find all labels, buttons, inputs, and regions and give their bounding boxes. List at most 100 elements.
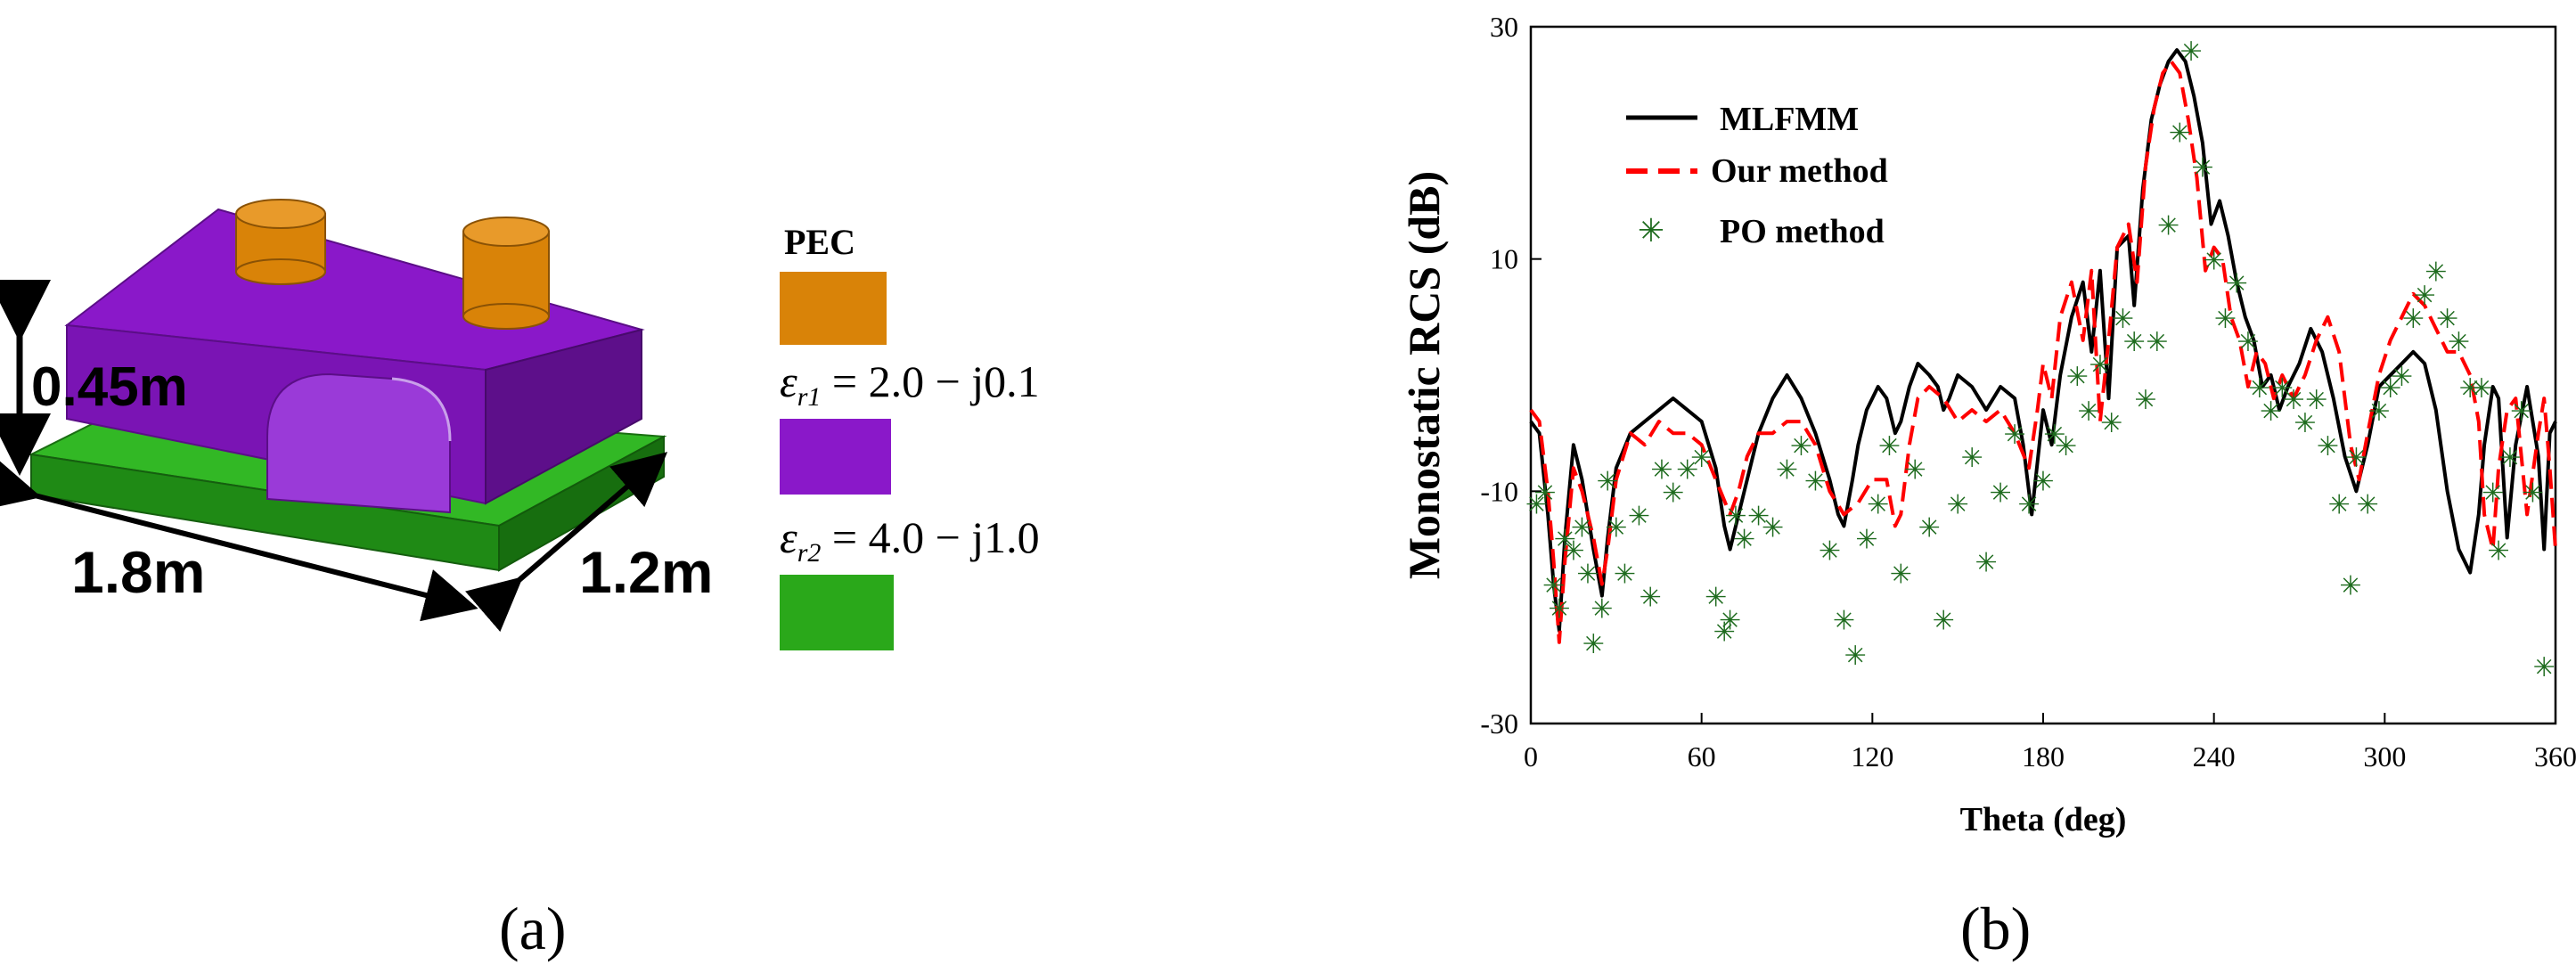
po-marker: ✳	[2294, 409, 2316, 438]
caption-b: (b)	[1960, 895, 2031, 962]
po-marker: ✳	[2112, 305, 2134, 334]
po-marker: ✳	[2055, 432, 2077, 462]
series-our-method-line	[1529, 60, 2557, 644]
po-marker: ✳	[2317, 432, 2339, 462]
po-marker: ✳	[1533, 478, 1556, 508]
po-marker: ✳	[2328, 490, 2351, 519]
po-marker: ✳	[1933, 607, 1955, 636]
po-marker: ✳	[1640, 584, 1662, 613]
po-marker: ✳	[1628, 502, 1650, 531]
po-marker: ✳	[2100, 409, 2122, 438]
po-marker: ✳	[2043, 421, 2065, 450]
y-tick-label: -30	[1480, 707, 1518, 740]
series-layer: ✳✳✳✳✳✳✳✳✳✳✳✳✳✳✳✳✳✳✳✳✳✳✳✳✳✳✳✳✳✳✳✳✳✳✳✳✳✳✳✳…	[1525, 37, 2557, 683]
po-marker: ✳	[1542, 572, 1565, 601]
po-marker: ✳	[1605, 513, 1627, 543]
height-label: 0.45m	[31, 356, 188, 418]
po-marker: ✳	[2522, 478, 2544, 508]
po-marker: ✳	[1833, 607, 1855, 636]
po-marker: ✳	[1890, 560, 1912, 590]
y-axis-label: Monostatic RCS (dB)	[1399, 171, 1449, 579]
po-marker: ✳	[2379, 374, 2401, 404]
po-marker: ✳	[1705, 584, 1727, 613]
po-marker: ✳	[1990, 478, 2012, 508]
po-marker: ✳	[1918, 513, 1941, 543]
po-marker: ✳	[1576, 560, 1599, 590]
legend-po-marker: ✳	[1638, 213, 1664, 249]
po-marker: ✳	[2413, 282, 2435, 311]
po-marker: ✳	[2402, 305, 2425, 334]
y-tick-label: 30	[1490, 11, 1518, 43]
legend-po-label: PO method	[1720, 213, 1885, 250]
po-marker: ✳	[1819, 537, 1841, 567]
y-tick-label: 10	[1490, 243, 1518, 275]
length-arrow	[0, 458, 478, 622]
po-marker: ✳	[1844, 642, 1867, 671]
po-marker: ✳	[2425, 258, 2447, 288]
legend-er1-label: εr1 = 2.0 − j0.1	[780, 356, 1040, 412]
panel-a-model: 0.45m 1.8m 1.2m	[0, 199, 713, 633]
po-marker: ✳	[2488, 537, 2510, 567]
po-marker: ✳	[1597, 467, 1619, 496]
y-tick-label: -10	[1480, 475, 1518, 507]
po-marker: ✳	[2237, 328, 2259, 357]
po-marker: ✳	[1904, 455, 1926, 485]
po-marker: ✳	[2180, 37, 2203, 67]
po-marker: ✳	[1614, 560, 1636, 590]
x-tick-label: 60	[1688, 740, 1716, 773]
po-marker: ✳	[1747, 502, 1770, 531]
po-marker: ✳	[2191, 153, 2213, 183]
po-marker: ✳	[2533, 653, 2556, 683]
pec-cylinder-right	[462, 217, 550, 330]
po-marker: ✳	[2169, 119, 2191, 148]
x-tick-label: 0	[1524, 740, 1538, 773]
pec-cylinder-left	[235, 199, 326, 285]
po-marker: ✳	[2017, 490, 2040, 519]
x-tick-label: 300	[2363, 740, 2406, 773]
po-marker: ✳	[1554, 525, 1576, 554]
po-marker: ✳	[2305, 386, 2327, 415]
po-marker: ✳	[2470, 374, 2492, 404]
po-marker: ✳	[2448, 328, 2470, 357]
po-marker: ✳	[2357, 490, 2379, 519]
po-marker: ✳	[1975, 549, 1998, 578]
po-marker: ✳	[1867, 490, 1889, 519]
po-marker: ✳	[2482, 478, 2504, 508]
po-marker: ✳	[1733, 525, 1755, 554]
legend-pec-label: PEC	[784, 222, 855, 262]
legend-ours-label: Our method	[1711, 152, 1888, 190]
po-marker: ✳	[2226, 270, 2248, 299]
legend-mlfmm-label: MLFMM	[1720, 101, 1859, 138]
po-marker: ✳	[2271, 374, 2294, 404]
length-label: 1.8m	[71, 539, 205, 605]
po-marker: ✳	[2214, 305, 2237, 334]
x-tick-label: 120	[1851, 740, 1893, 773]
chart-legend: MLFMM Our method ✳ PO method	[1626, 101, 1888, 250]
x-axis-label: Theta (deg)	[1960, 801, 2127, 838]
po-marker: ✳	[1776, 455, 1798, 485]
po-marker: ✳	[2260, 397, 2282, 427]
po-marker: ✳	[2459, 374, 2482, 404]
po-marker: ✳	[2498, 444, 2521, 473]
po-marker: ✳	[1571, 513, 1593, 543]
er1-half-cylinder-edge	[391, 377, 452, 442]
po-marker: ✳	[1762, 513, 1784, 543]
series-mlfmm-line	[1529, 48, 2557, 633]
po-marker: ✳	[2146, 328, 2168, 357]
x-tick-label: 360	[2534, 740, 2576, 773]
po-marker: ✳	[2123, 328, 2146, 357]
x-tick-label: 240	[2193, 740, 2236, 773]
material-legend: PEC εr1 = 2.0 − j0.1 εr2 = 4.0 − j1.0	[780, 222, 1040, 650]
po-marker: ✳	[1961, 444, 1983, 473]
po-marker: ✳	[2003, 421, 2025, 450]
po-marker: ✳	[1790, 432, 1812, 462]
po-marker: ✳	[1562, 537, 1584, 567]
caption-a: (a)	[499, 895, 566, 962]
po-marker: ✳	[2089, 351, 2111, 380]
x-axis-ticks: 0 60 120 180 240 300 360	[1524, 713, 2576, 773]
legend-er2-label: εr2 = 4.0 − j1.0	[780, 512, 1040, 568]
po-marker: ✳	[2391, 363, 2413, 392]
po-marker: ✳	[2248, 374, 2270, 404]
legend-pec-swatch	[780, 272, 887, 345]
